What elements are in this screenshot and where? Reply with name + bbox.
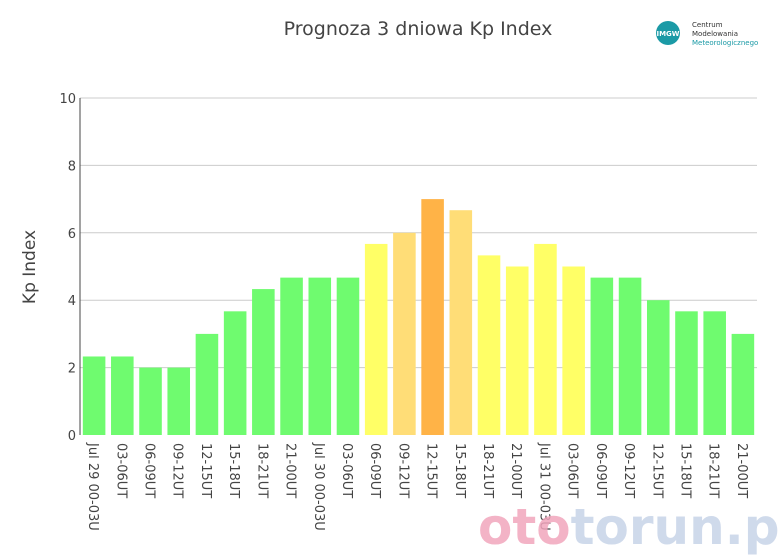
bar — [421, 199, 444, 435]
x-tick-label: Jul 29 00-03U — [85, 442, 100, 531]
bar — [562, 266, 585, 435]
bar — [590, 277, 614, 435]
x-tick-label: 03-06UT — [339, 443, 354, 498]
x-tick-label: 06-09UT — [593, 443, 608, 498]
x-tick-label: 15-18UT — [677, 443, 692, 498]
x-tick-label: 18-21UT — [480, 443, 495, 498]
bar — [675, 311, 698, 435]
bar — [449, 210, 473, 435]
bar — [477, 255, 501, 435]
bar — [252, 289, 275, 435]
y-tick-label: 6 — [68, 227, 76, 242]
x-tick-label: 15-18UT — [452, 443, 467, 498]
x-tick-label: 03-06UT — [565, 443, 580, 498]
x-tick-label: 21-00UT — [283, 443, 298, 498]
x-tick-label: 06-09UT — [367, 443, 382, 498]
y-tick-labels: 0 2 4 6 8 10 — [59, 92, 76, 444]
x-tick-label: 09-12UT — [395, 443, 410, 498]
x-tick-label: 12-15UT — [649, 443, 664, 498]
bar — [364, 243, 388, 435]
bar — [111, 356, 134, 435]
y-tick-label: 2 — [68, 362, 76, 377]
x-tick-label: 18-21UT — [706, 443, 721, 498]
y-tick-label: 0 — [68, 429, 76, 444]
bar — [82, 356, 106, 435]
bar — [223, 311, 247, 435]
chart-title: Prognoza 3 dniowa Kp Index — [284, 18, 553, 40]
logo-badge: IMGW — [656, 30, 679, 38]
logo-line3: Meteorologicznego — [692, 39, 758, 47]
bar — [731, 333, 755, 435]
logo-line1: Centrum — [692, 21, 723, 29]
bar — [139, 367, 162, 435]
bar — [703, 311, 726, 435]
y-tick-label: 10 — [59, 92, 76, 107]
bar — [167, 367, 191, 435]
logo-line2: Modelowania — [692, 30, 738, 38]
x-tick-label: 09-12UT — [170, 443, 185, 498]
bar — [336, 277, 360, 435]
bar — [534, 243, 557, 435]
bar — [646, 300, 670, 435]
watermark-part2: torun.pl — [571, 498, 781, 556]
watermark-text: ototorun.pl — [478, 498, 781, 556]
x-tick-label: 12-15UT — [424, 443, 439, 498]
watermark-part1: oto — [478, 498, 571, 556]
y-axis-label: Kp Index — [20, 230, 40, 304]
y-tick-label: 4 — [68, 294, 76, 309]
bar — [618, 277, 642, 435]
x-tick-label: 15-18UT — [226, 443, 241, 498]
x-tick-label: 21-00UT — [508, 443, 523, 498]
watermark: ototorun.pl — [478, 498, 781, 556]
imgw-logo-icon — [656, 21, 680, 45]
x-tick-labels: Jul 29 00-03U 03-06UT 06-09UT 09-12UT 12-15U… — [85, 442, 749, 531]
x-tick-label: 18-21UT — [254, 443, 269, 498]
x-tick-label: 21-00UT — [734, 443, 749, 498]
logo: IMGW Centrum Modelowania Meteorologiczne… — [656, 21, 758, 47]
y-tick-label: 8 — [68, 159, 76, 174]
x-tick-label: 03-06UT — [113, 443, 128, 498]
x-tick-label: 06-09UT — [142, 443, 157, 498]
x-tick-label: 12-15UT — [198, 443, 213, 498]
bar — [195, 333, 219, 435]
bar — [308, 277, 332, 435]
bar — [280, 277, 303, 435]
bars — [82, 199, 755, 435]
x-tick-label: Jul 30 00-03U — [311, 442, 326, 531]
bar — [393, 232, 416, 435]
x-tick-label: Jul 31 00-03U — [536, 442, 551, 531]
grid-lines — [80, 97, 757, 369]
bar — [505, 266, 529, 435]
x-tick-label: 09-12UT — [621, 443, 636, 498]
